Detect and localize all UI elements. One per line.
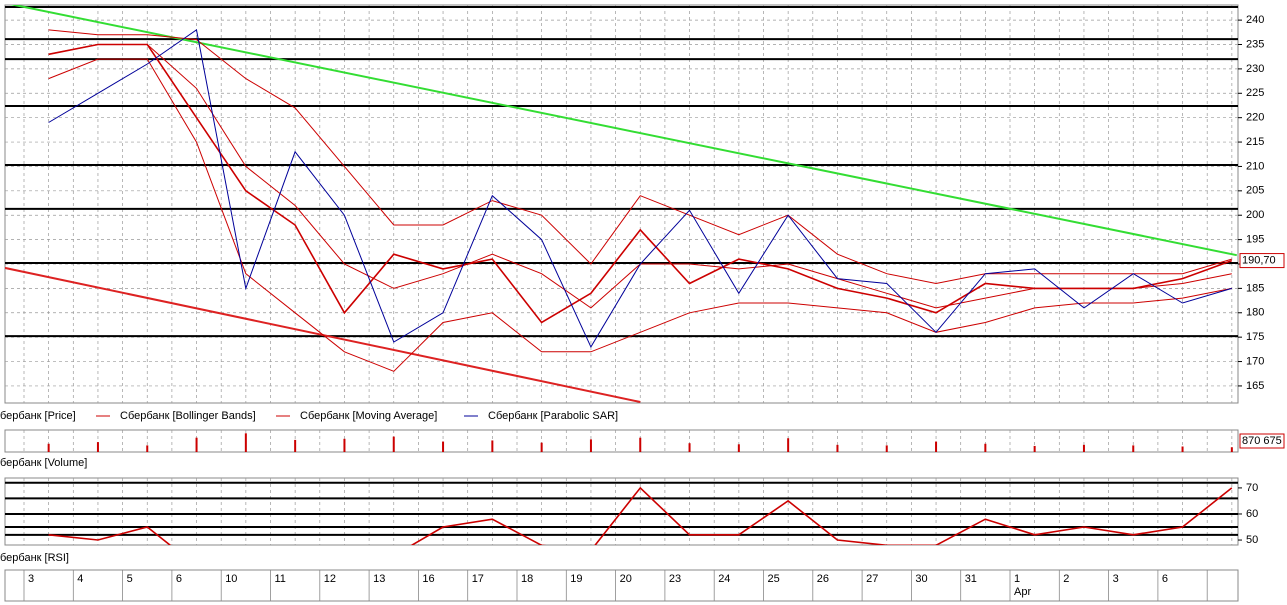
y-tick-label: 210	[1246, 160, 1264, 172]
volume-bar	[195, 437, 198, 452]
volume-bar	[737, 444, 740, 452]
volume-bar	[984, 443, 987, 452]
volume-bar	[442, 441, 445, 452]
y-tick-label: 165	[1246, 380, 1264, 392]
y-tick-label: 170	[1246, 355, 1264, 367]
y-tick-label: 215	[1246, 136, 1264, 148]
volume-bar	[96, 442, 99, 452]
volume-bar	[935, 441, 938, 452]
last-value-box	[1239, 253, 1285, 269]
price-panel	[4, 4, 1239, 404]
x-tick-label: 26	[817, 573, 829, 585]
x-tick-label: 19	[570, 573, 582, 585]
x-tick-label: 4	[77, 573, 83, 585]
x-tick-label: 10	[225, 573, 237, 585]
last-value-box	[1239, 433, 1285, 449]
y-tick-label: 225	[1246, 87, 1264, 99]
series-line	[48, 486, 1233, 545]
volume-bar	[244, 433, 247, 452]
x-tick-label: 3	[1113, 573, 1119, 585]
y-tick-label: 230	[1246, 63, 1264, 75]
y-tick-label: 60	[1246, 508, 1258, 520]
x-tick-label: 16	[422, 573, 434, 585]
x-tick-label: 30	[915, 573, 927, 585]
volume-bar	[343, 438, 346, 452]
x-tick-label: 11	[275, 573, 286, 585]
y-tick-label: 205	[1246, 185, 1264, 197]
y-tick-label: 175	[1246, 331, 1264, 343]
legend-label: Сбербанк [Moving Average]	[300, 410, 437, 422]
plot-area	[47, 433, 1233, 452]
y-tick-label: 50	[1246, 534, 1258, 546]
x-tick-label: 24	[718, 573, 730, 585]
x-tick-label: 25	[768, 573, 780, 585]
last-value-label: 190,70	[1242, 254, 1276, 266]
y-tick-label: 240	[1246, 14, 1264, 26]
x-tick-label: 13	[373, 573, 385, 585]
volume-bar	[836, 444, 839, 452]
trend-line	[9, 5, 1238, 257]
x-tick-label: 6	[1162, 573, 1168, 585]
last-value-label: 870 675	[1242, 435, 1282, 447]
y-tick-label: 220	[1246, 112, 1264, 124]
y-tick-label: 70	[1246, 482, 1258, 494]
volume-bar	[1230, 447, 1233, 452]
volume-bar	[1082, 444, 1085, 452]
volume-bar	[294, 439, 297, 452]
volume-bar	[540, 442, 543, 452]
volume-bar	[47, 443, 50, 452]
legend-label: бербанк [Volume]	[0, 457, 87, 469]
plot-area	[5, 481, 1238, 545]
x-tick-label: 2	[1063, 573, 1069, 585]
x-tick-label: 1	[1014, 573, 1020, 585]
volume-bar	[491, 440, 494, 452]
volume-bar	[639, 437, 642, 452]
x-tick-label: 5	[127, 573, 133, 585]
y-tick-label: 195	[1246, 234, 1264, 246]
y-tick-label: 180	[1246, 307, 1264, 319]
legend-label: бербанк [RSI]	[0, 552, 69, 564]
volume-panel	[4, 429, 1239, 453]
volume-bar	[589, 439, 592, 452]
x-tick-label: 23	[669, 573, 681, 585]
plot-area	[5, 5, 1238, 403]
legend-label: Сбербанк [Parabolic SAR]	[488, 410, 618, 422]
month-label: Apr	[1014, 586, 1031, 598]
y-tick-label: 200	[1246, 209, 1264, 221]
x-tick-label: 6	[176, 573, 182, 585]
x-tick-label: 12	[324, 573, 336, 585]
y-tick-label: 185	[1246, 282, 1264, 294]
series-line	[48, 29, 1232, 285]
x-tick-label: 18	[521, 573, 533, 585]
y-tick-label: 235	[1246, 38, 1264, 50]
volume-bar	[885, 445, 888, 452]
x-tick-label: 3	[28, 573, 34, 585]
x-tick-label: 27	[866, 573, 878, 585]
volume-bar	[787, 438, 790, 452]
volume-bar	[146, 445, 149, 452]
x-tick-label: 17	[472, 573, 484, 585]
legend-label: бербанк [Price]	[0, 410, 76, 422]
x-tick-label: 20	[620, 573, 632, 585]
series-line	[48, 58, 1232, 372]
volume-bar	[1033, 445, 1036, 452]
volume-bar	[1181, 446, 1184, 452]
date-axis	[4, 569, 1239, 602]
volume-bar	[1132, 445, 1135, 452]
series-line	[48, 29, 1232, 348]
x-tick-label: 31	[965, 573, 977, 585]
legend-label: Сбербанк [Bollinger Bands]	[120, 410, 256, 422]
volume-bar	[688, 443, 691, 452]
volume-bar	[392, 436, 395, 452]
